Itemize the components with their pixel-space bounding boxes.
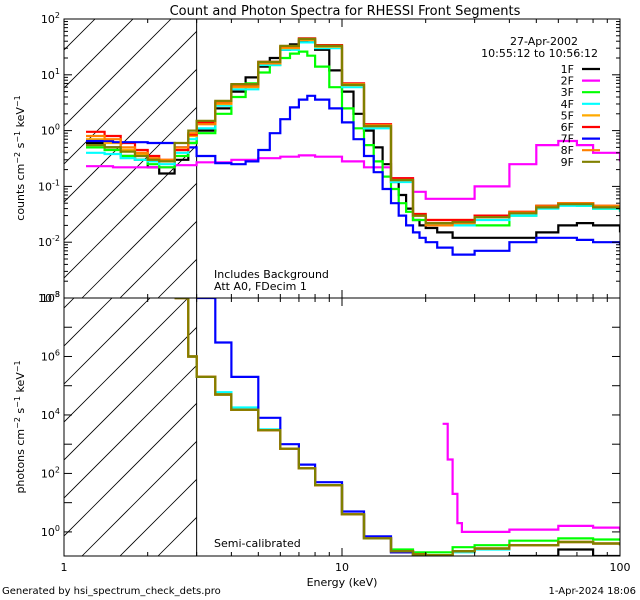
y-tick-label: 102 xyxy=(41,11,60,26)
hatch-line xyxy=(0,0,2,298)
y-tick-label: 104 xyxy=(41,407,60,422)
hatch-line xyxy=(64,298,189,423)
y-tick-label: 10-1 xyxy=(38,178,60,193)
bottom-hatched-region xyxy=(0,256,640,556)
bottom-series-2F xyxy=(442,422,620,534)
hatch-line xyxy=(64,19,134,89)
top-series-7F xyxy=(86,94,620,256)
hatch-line xyxy=(157,516,197,556)
y-tick-label: 102 xyxy=(41,465,60,480)
y-tick-label: 10-2 xyxy=(38,234,60,249)
hatch-line xyxy=(462,256,640,556)
hatch-line xyxy=(195,296,197,298)
y-tick-label: 100 xyxy=(41,123,60,138)
bottom-series-7F xyxy=(196,298,415,556)
hatch-line xyxy=(157,258,197,298)
x-tick-label: 1 xyxy=(61,561,68,574)
bottom-series-4F xyxy=(174,298,620,556)
bottom-series-group xyxy=(174,298,620,556)
bottom-series-1F xyxy=(174,298,620,556)
y-tick-label: 108 xyxy=(41,290,60,305)
bottom-y-axis-label: photons cm−2 s−1 keV−1 xyxy=(13,360,27,493)
y-tick-label: 106 xyxy=(41,348,60,363)
hatch-line xyxy=(272,256,572,556)
hatch-line xyxy=(0,0,78,298)
date-label: 27-Apr-2002 xyxy=(510,35,578,48)
hatch-line xyxy=(64,364,197,499)
timestamp-label: 1-Apr-2024 18:06 xyxy=(549,586,636,597)
legend-label-5F: 5F xyxy=(561,109,574,122)
y-tick-label: 101 xyxy=(41,67,60,82)
bottom-series-6F xyxy=(174,298,620,556)
hatch-line xyxy=(64,298,75,309)
bottom-plot-frame xyxy=(63,297,621,557)
legend-label-2F: 2F xyxy=(561,75,574,88)
hatch-line xyxy=(386,256,640,556)
hatch-line xyxy=(0,256,2,556)
chart-title: Count and Photon Spectra for RHESSI Fron… xyxy=(170,4,521,19)
legend-label-4F: 4F xyxy=(561,98,574,111)
time-range-label: 10:55:12 to 10:56:12 xyxy=(481,47,598,60)
hatch-line xyxy=(348,256,640,556)
top-series-2F xyxy=(86,139,620,200)
bottom-series-5F xyxy=(174,298,620,556)
hatch-line xyxy=(81,440,197,556)
hatch-line xyxy=(234,256,534,556)
bottom-series-8F xyxy=(174,298,620,556)
y-tick-label: 100 xyxy=(41,524,60,539)
x-axis-label: Energy (keV) xyxy=(307,576,378,589)
legend-label-9F: 9F xyxy=(561,156,574,169)
legend-label-1F: 1F xyxy=(561,63,574,76)
hatch-line xyxy=(64,19,172,127)
legend-label-7F: 7F xyxy=(561,133,574,146)
hatch-line xyxy=(64,402,197,537)
top-series-9F xyxy=(86,37,620,225)
bottom-series-9F xyxy=(174,298,620,556)
annotation-attenuator: Att A0, FDecim 1 xyxy=(214,280,307,293)
legend-label-8F: 8F xyxy=(561,144,574,157)
hatch-line xyxy=(64,298,151,385)
hatch-line xyxy=(64,326,197,461)
x-tick-label: 100 xyxy=(610,561,631,574)
hatch-line xyxy=(234,0,534,298)
legend-label-3F: 3F xyxy=(561,86,574,99)
hatch-line xyxy=(119,478,197,556)
generated-by-label: Generated by hsi_spectrum_check_dets.pro xyxy=(2,586,221,597)
legend-label-6F: 6F xyxy=(561,121,574,134)
top-y-axis-label: counts cm−2 s−1 keV−1 xyxy=(13,95,27,220)
bottom-series-3F xyxy=(174,298,620,554)
top-series-group xyxy=(86,37,620,256)
hatch-line xyxy=(64,298,113,347)
annotation-background: Includes Background xyxy=(214,268,329,281)
hatch-line xyxy=(81,182,197,298)
hatch-line xyxy=(64,106,197,241)
hatch-line xyxy=(119,220,197,298)
x-tick-label: 10 xyxy=(335,561,349,574)
hatch-line xyxy=(64,30,197,165)
annotation-semi-calibrated: Semi-calibrated xyxy=(214,537,301,550)
